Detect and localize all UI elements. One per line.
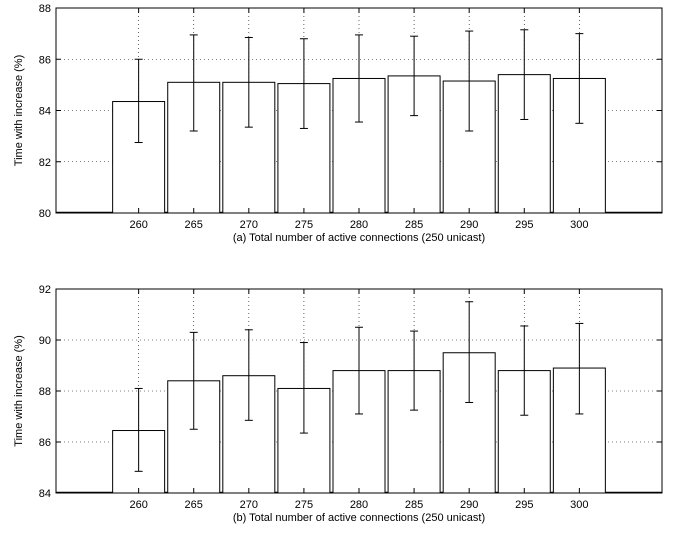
y-tick-label: 88	[39, 3, 51, 15]
chart-panel-a: 80 82 84 86 88 260 265 270 275 280 285 290 295 300 (a)…	[13, 3, 663, 244]
x-tick-label: 275	[295, 499, 313, 511]
x-tick-label: 275	[295, 219, 313, 231]
x-tick-label: 265	[185, 219, 203, 231]
x-tick-label: 280	[350, 499, 368, 511]
chart-panel-b: 84 86 88 90 92 260 265 270 275 280 285 290 295 300 (b)…	[13, 284, 663, 524]
x-tick-label: 280	[350, 219, 368, 231]
y-tick-label: 88	[39, 386, 51, 398]
x-tick-label: 290	[460, 499, 478, 511]
x-tick-label: 300	[570, 219, 588, 231]
y-tick-label: 80	[39, 208, 51, 220]
x-tick-label: 270	[240, 499, 258, 511]
x-tick-label: 265	[185, 499, 203, 511]
x-tick-label: 300	[570, 499, 588, 511]
y-axis-label: Time with increase (%)	[13, 335, 25, 446]
x-tick-label: 295	[515, 499, 533, 511]
x-tick-label: 260	[129, 219, 147, 231]
y-axis-label: Time with increase (%)	[13, 55, 25, 166]
y-tick-label: 84	[39, 488, 51, 500]
y-tick-label: 82	[39, 157, 51, 169]
x-tick-label: 290	[460, 219, 478, 231]
y-tick-label: 84	[39, 106, 51, 118]
bar	[222, 375, 276, 494]
x-axis-label: (a) Total number of active connections (…	[233, 232, 485, 244]
x-tick-label: 285	[405, 499, 423, 511]
x-tick-label: 285	[405, 219, 423, 231]
y-tick-label: 86	[39, 54, 51, 66]
x-tick-label: 270	[240, 219, 258, 231]
x-axis-label: (b) Total number of active connections (…	[233, 512, 485, 524]
y-tick-label: 90	[39, 335, 51, 347]
x-tick-label: 260	[129, 499, 147, 511]
y-tick-label: 86	[39, 437, 51, 449]
x-tick-label: 295	[515, 219, 533, 231]
y-tick-label: 92	[39, 284, 51, 296]
